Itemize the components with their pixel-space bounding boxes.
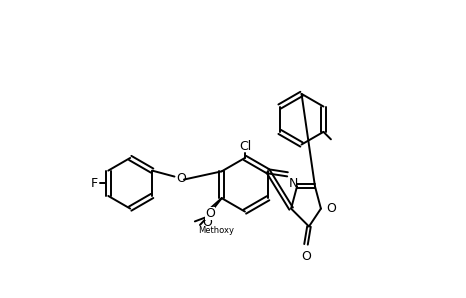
Text: O: O	[202, 216, 212, 229]
Text: O: O	[206, 207, 215, 220]
Text: O: O	[176, 172, 186, 184]
Text: O: O	[326, 202, 336, 215]
Text: O: O	[301, 250, 311, 263]
Text: N: N	[289, 177, 298, 190]
Text: Methoxy: Methoxy	[198, 226, 234, 235]
Text: Cl: Cl	[239, 140, 251, 153]
Text: F: F	[90, 177, 97, 190]
